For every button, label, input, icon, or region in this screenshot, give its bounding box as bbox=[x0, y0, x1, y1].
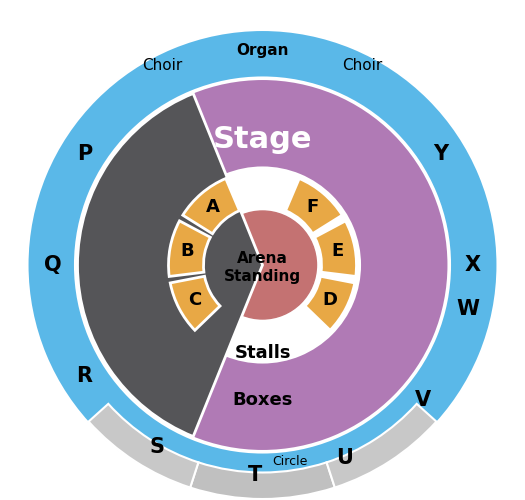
Wedge shape bbox=[78, 94, 262, 436]
Wedge shape bbox=[183, 178, 239, 234]
Text: S: S bbox=[150, 437, 165, 457]
Text: Q: Q bbox=[44, 255, 61, 275]
Wedge shape bbox=[27, 30, 498, 500]
Text: P: P bbox=[77, 144, 92, 164]
Wedge shape bbox=[77, 79, 448, 451]
Text: U: U bbox=[336, 448, 353, 468]
Text: Choir: Choir bbox=[342, 58, 383, 72]
Text: Circle: Circle bbox=[272, 455, 308, 468]
Wedge shape bbox=[327, 404, 436, 487]
Text: F: F bbox=[306, 198, 318, 216]
Text: Stalls: Stalls bbox=[234, 344, 291, 361]
Wedge shape bbox=[190, 462, 335, 499]
Text: V: V bbox=[415, 390, 432, 410]
Wedge shape bbox=[166, 169, 359, 361]
Text: X: X bbox=[465, 255, 480, 275]
Wedge shape bbox=[169, 221, 211, 276]
Text: Arena
Standing: Arena Standing bbox=[224, 252, 301, 284]
Text: T: T bbox=[248, 465, 262, 485]
Text: Stage: Stage bbox=[213, 126, 312, 154]
Text: A: A bbox=[206, 198, 220, 216]
Text: Boxes: Boxes bbox=[232, 391, 293, 409]
Text: R: R bbox=[77, 366, 92, 386]
Wedge shape bbox=[89, 404, 198, 487]
Text: Y: Y bbox=[433, 144, 448, 164]
Text: D: D bbox=[323, 292, 338, 310]
Wedge shape bbox=[305, 276, 355, 330]
Text: C: C bbox=[188, 292, 201, 310]
Text: E: E bbox=[332, 242, 344, 260]
Text: B: B bbox=[181, 242, 194, 260]
Wedge shape bbox=[286, 178, 342, 234]
Wedge shape bbox=[170, 276, 220, 330]
Text: Choir: Choir bbox=[142, 58, 183, 72]
Wedge shape bbox=[314, 221, 356, 276]
Text: W: W bbox=[456, 298, 479, 318]
Text: Organ: Organ bbox=[236, 42, 289, 58]
Circle shape bbox=[208, 211, 317, 319]
